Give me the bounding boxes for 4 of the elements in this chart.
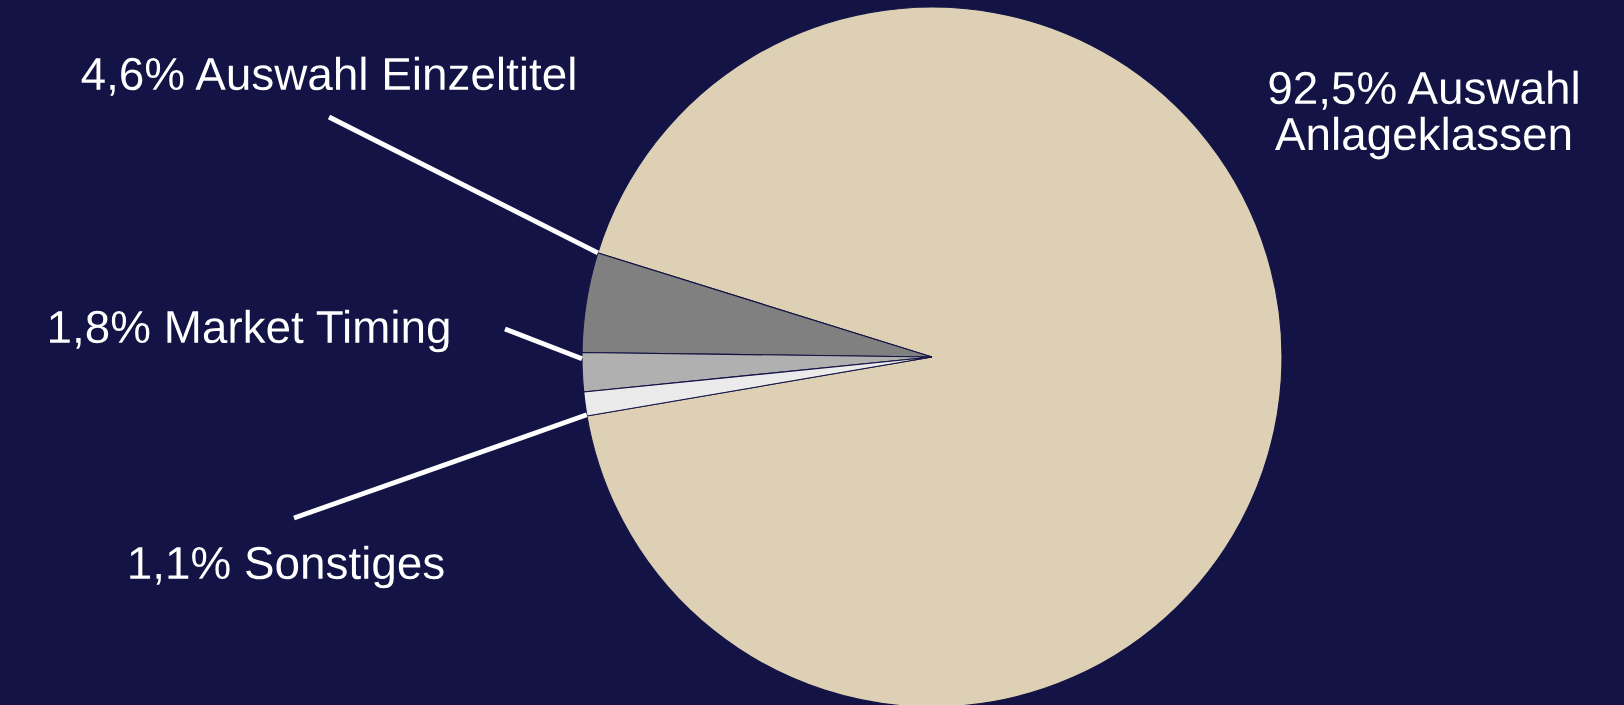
- slice-label: 1,1% Sonstiges: [130, 545, 444, 589]
- slice-label: 4,6% Auswahl Einzeltitel: [81, 56, 575, 96]
- slice-label: 1,8% Market Timing: [50, 309, 449, 353]
- slice-label: 92,5% Auswahl Anlageklassen: [1269, 70, 1578, 160]
